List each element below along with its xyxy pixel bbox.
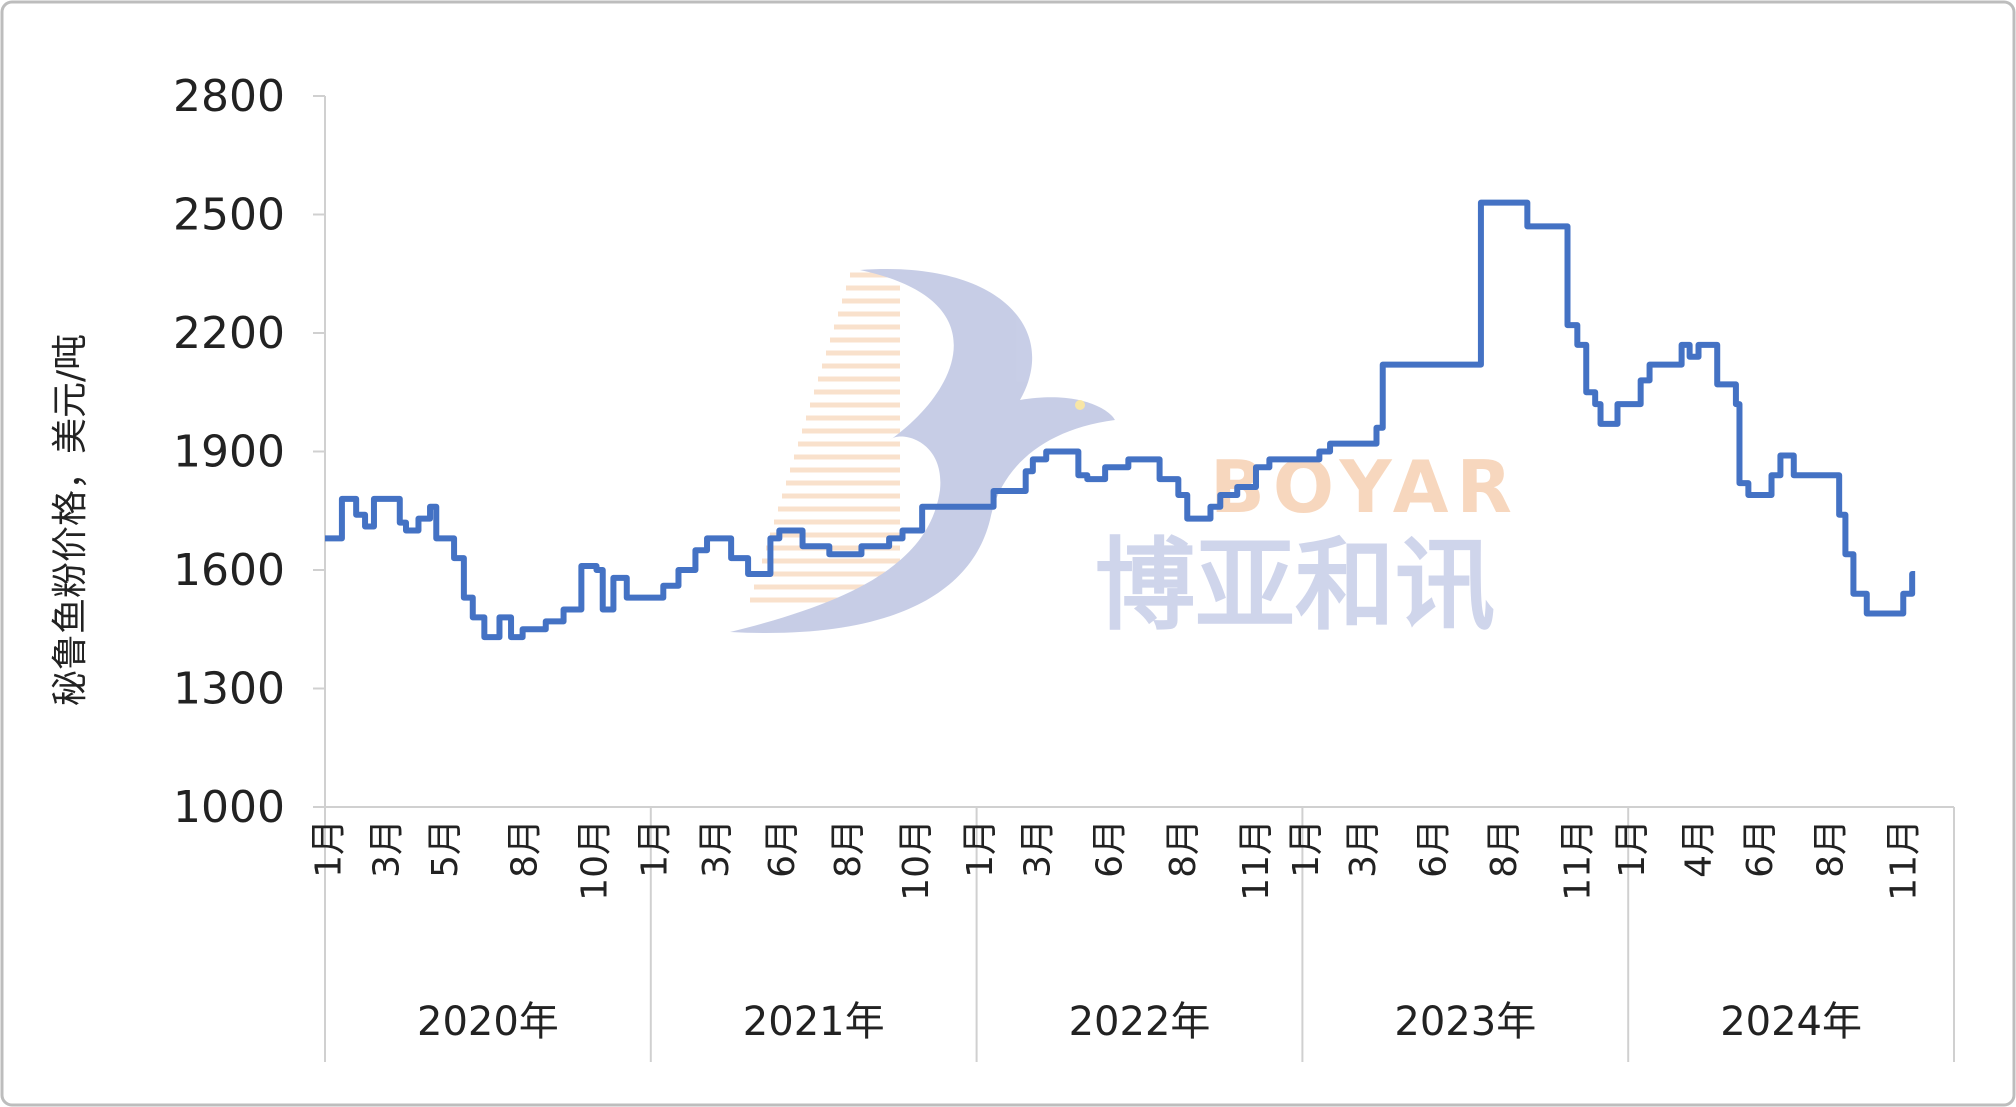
x-tick-label: 11月 (1883, 819, 1924, 901)
x-tick-label: 1月 (634, 819, 675, 878)
y-tick-label: 2200 (173, 308, 285, 359)
watermark-chinese: 博亚和讯 (1095, 527, 1495, 644)
x-tick-label: 1月 (1612, 819, 1653, 878)
x-tick-label: 1月 (309, 819, 350, 878)
x-tick-label: 8月 (828, 819, 869, 878)
x-tick-label: 6月 (1740, 819, 1781, 878)
year-label: 2024年 (1720, 999, 1862, 1045)
year-label: 2020年 (417, 999, 559, 1045)
x-tick-label: 8月 (1163, 819, 1204, 878)
x-tick-label: 8月 (1810, 819, 1851, 878)
year-label: 2021年 (743, 999, 885, 1045)
year-label: 2023年 (1394, 999, 1536, 1045)
x-tick-label: 10月 (575, 819, 616, 901)
x-tick-label: 6月 (1090, 819, 1131, 878)
y-tick-label: 1600 (173, 545, 285, 596)
x-tick-label: 3月 (1343, 819, 1384, 878)
price-series-line (325, 199, 1916, 641)
x-tick-label: 11月 (1236, 819, 1277, 901)
year-label: 2022年 (1069, 999, 1211, 1045)
boyar-watermark-logo: BOYAR 博亚和讯 (730, 269, 1520, 644)
y-tick-label: 1000 (173, 782, 285, 833)
x-tick-label: 6月 (762, 819, 803, 878)
x-tick-label: 1月 (1286, 819, 1327, 878)
x-tick-label: 1月 (960, 819, 1001, 878)
watermark-latin: BOYAR (1210, 445, 1520, 529)
x-tick-label: 10月 (896, 819, 937, 901)
y-tick-label: 1300 (173, 664, 285, 715)
y-tick-label: 2800 (173, 71, 285, 122)
x-tick-label: 6月 (1414, 819, 1455, 878)
x-tick-label: 8月 (504, 819, 545, 878)
y-tick-label: 1900 (173, 427, 285, 478)
x-tick-label: 5月 (425, 819, 466, 878)
x-tick-label: 3月 (366, 819, 407, 878)
y-tick-label: 2500 (173, 190, 285, 241)
x-tick-label: 11月 (1557, 819, 1598, 901)
y-axis-label: 秘鲁鱼粉价格，美元/吨 (50, 334, 91, 706)
x-tick-label: 8月 (1484, 819, 1525, 878)
x-tick-label: 4月 (1679, 819, 1720, 878)
x-tick-label: 3月 (696, 819, 737, 878)
x-tick-label: 3月 (1017, 819, 1058, 878)
